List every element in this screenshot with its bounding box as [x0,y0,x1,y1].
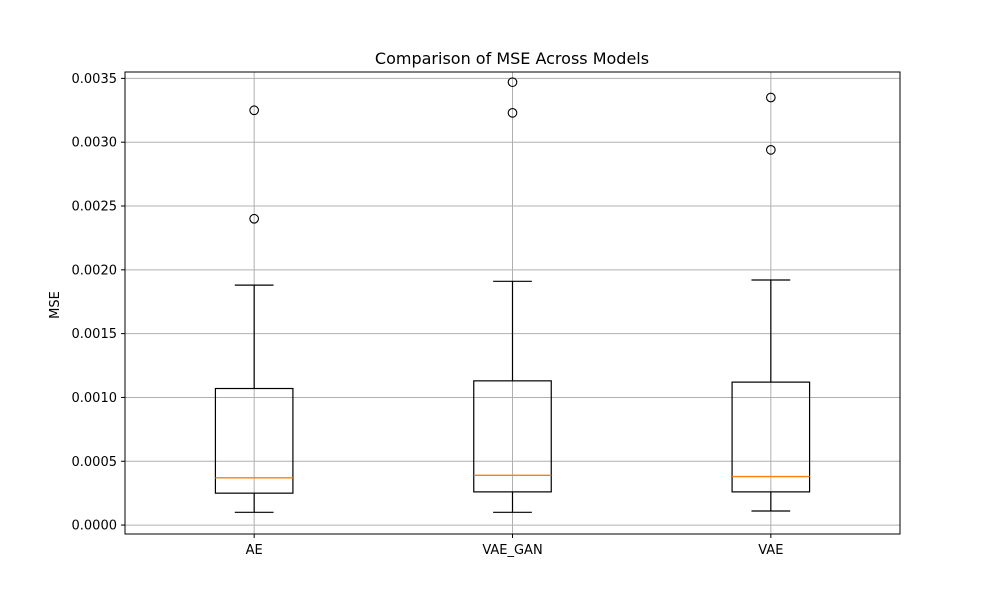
chart-title: Comparison of MSE Across Models [375,49,649,68]
y-tick-label: 0.0020 [72,263,118,278]
axes: 0.0000 0.0005 0.0010 0.0015 0.0020 0.0025 0.00… [72,72,784,558]
x-tick-label: AE [246,543,263,558]
y-tick-label: 0.0030 [72,136,118,151]
boxes [214,77,811,513]
y-tick-label: 0.0010 [72,391,118,406]
y-tick-label: 0.0015 [72,327,118,342]
iqr-box [473,380,552,493]
box-ae [214,105,294,513]
box-vae-gan [473,77,552,513]
iqr-box [731,381,811,493]
outlier-point [249,213,260,224]
outlier-point [765,145,776,155]
x-tick-label: VAE_GAN [482,543,542,558]
outlier-point [507,107,518,118]
outlier-point [765,92,776,103]
outlier-point [249,105,260,116]
iqr-box [214,387,294,494]
y-tick-label: 0.0035 [72,72,118,87]
x-tick-label: VAE [758,543,783,558]
box-vae [731,92,811,512]
outlier-point [507,77,518,88]
y-axis-label: MSE [48,291,63,319]
y-tick-label: 0.0000 [72,519,118,534]
y-tick-label: 0.0005 [72,455,118,470]
y-tick-label: 0.0025 [72,200,118,215]
